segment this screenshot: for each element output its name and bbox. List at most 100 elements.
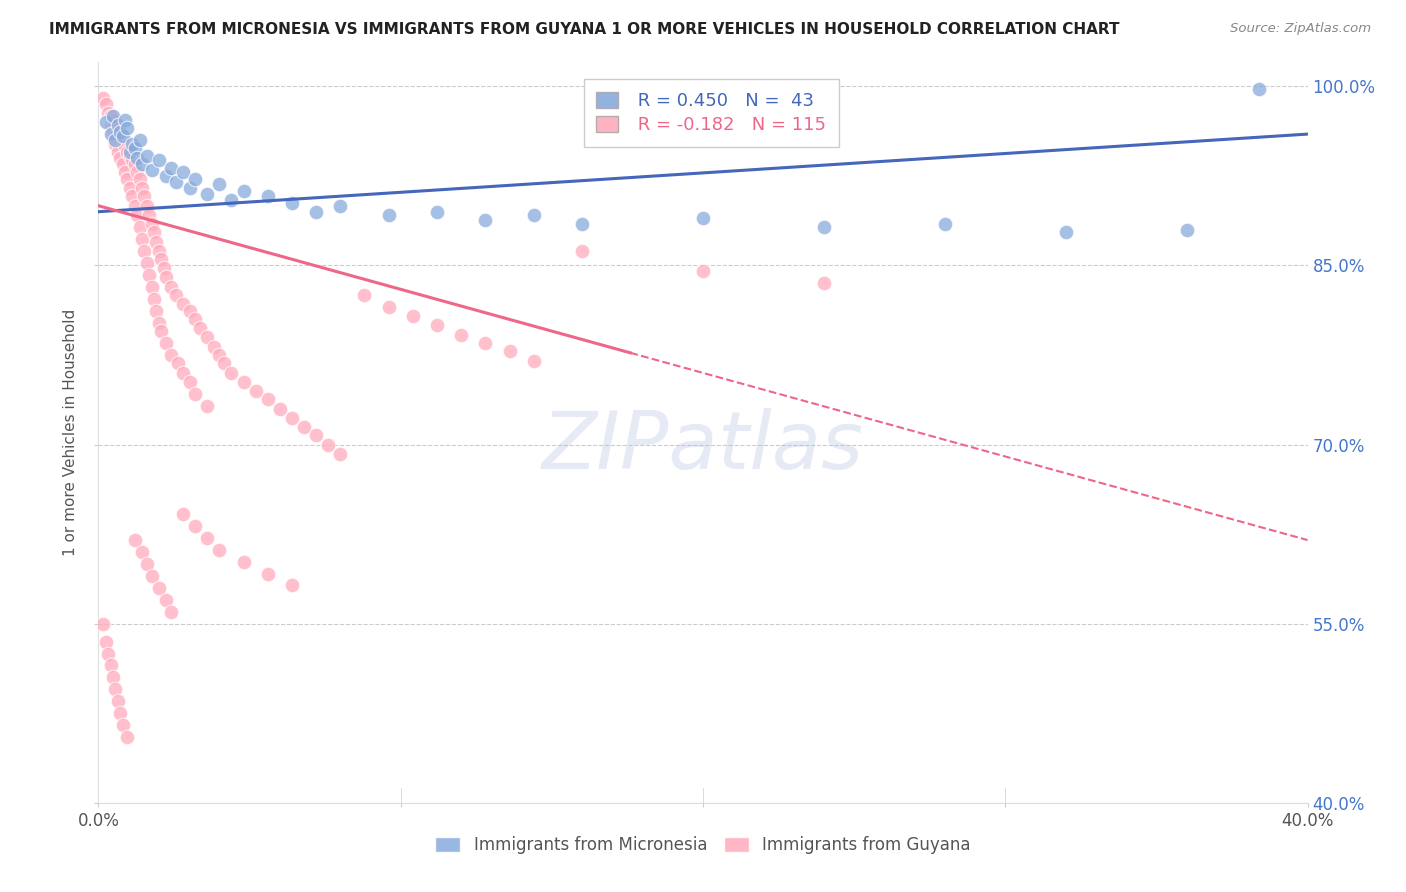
Point (131, 157, 153, 171)
Point (128, 133, 150, 147)
Point (523, 354, 546, 368)
Point (195, 330, 218, 344)
Point (155, 270, 177, 285)
Point (571, 217, 593, 231)
Point (127, 151, 149, 165)
Point (172, 507, 194, 521)
Point (145, 235, 167, 249)
Point (172, 165, 194, 179)
Point (221, 193, 243, 207)
Point (316, 437, 339, 451)
Point (131, 232, 153, 246)
Point (117, 172, 139, 186)
Y-axis label: 1 or more Vehicles in Household: 1 or more Vehicles in Household (63, 309, 79, 557)
Text: IMMIGRANTS FROM MICRONESIA VS IMMIGRANTS FROM GUYANA 1 OR MORE VEHICLES IN HOUSE: IMMIGRANTS FROM MICRONESIA VS IMMIGRANTS… (49, 22, 1119, 37)
Point (121, 153, 143, 168)
Point (184, 172, 207, 186)
Point (426, 318, 449, 333)
Point (121, 136, 143, 151)
Point (114, 165, 136, 179)
Point (292, 419, 315, 434)
Point (134, 189, 156, 203)
Point (127, 165, 149, 179)
Point (195, 400, 218, 414)
Point (150, 324, 173, 338)
Point (1249, 81, 1271, 95)
Point (101, 109, 124, 123)
Point (232, 185, 254, 199)
Point (111, 718, 134, 732)
Point (97, 105, 120, 120)
Point (402, 309, 425, 323)
Point (1175, 222, 1198, 236)
Point (305, 428, 328, 442)
Point (114, 112, 136, 127)
Point (97, 647, 120, 661)
Point (101, 670, 124, 684)
Point (172, 296, 194, 310)
Point (124, 141, 146, 155)
Point (148, 316, 170, 330)
Point (111, 129, 134, 144)
Point (188, 320, 211, 334)
Point (155, 169, 177, 183)
Point (118, 145, 141, 159)
Point (128, 172, 150, 186)
Point (450, 327, 472, 342)
Point (111, 157, 134, 171)
Point (256, 566, 278, 581)
Text: ZIPatlas: ZIPatlas (541, 409, 865, 486)
Point (155, 592, 177, 607)
Point (165, 175, 187, 189)
Point (100, 118, 122, 132)
Point (108, 706, 131, 721)
Text: Source: ZipAtlas.com: Source: ZipAtlas.com (1230, 22, 1371, 36)
Point (134, 244, 156, 259)
Point (135, 199, 157, 213)
Point (179, 181, 201, 195)
Legend: Immigrants from Micronesia, Immigrants from Guyana: Immigrants from Micronesia, Immigrants f… (429, 830, 977, 861)
Point (160, 161, 183, 175)
Point (329, 199, 352, 213)
Point (141, 280, 163, 294)
Point (104, 133, 127, 147)
Point (128, 220, 150, 235)
Point (117, 121, 139, 136)
Point (145, 303, 167, 318)
Point (124, 533, 146, 547)
Point (160, 280, 183, 294)
Point (124, 199, 146, 213)
Point (104, 682, 127, 697)
Point (94, 634, 117, 648)
Point (813, 220, 835, 235)
Point (111, 132, 134, 146)
Point (692, 211, 714, 225)
Point (141, 162, 163, 177)
Point (1054, 225, 1077, 239)
Point (474, 213, 496, 227)
Point (167, 356, 190, 370)
Point (138, 208, 160, 222)
Point (100, 127, 122, 141)
Point (165, 288, 187, 302)
Point (179, 303, 201, 318)
Point (117, 730, 139, 744)
Point (245, 384, 267, 398)
Point (474, 336, 496, 351)
Point (329, 447, 352, 461)
Point (155, 336, 177, 351)
Point (148, 581, 170, 595)
Point (131, 545, 153, 559)
Point (100, 109, 122, 123)
Point (148, 244, 170, 259)
Point (108, 151, 131, 165)
Point (148, 153, 170, 168)
Point (232, 376, 254, 390)
Point (179, 376, 201, 390)
Point (523, 208, 546, 222)
Point (195, 186, 218, 201)
Point (221, 366, 243, 380)
Point (131, 181, 153, 195)
Point (208, 348, 231, 362)
Point (353, 288, 375, 302)
